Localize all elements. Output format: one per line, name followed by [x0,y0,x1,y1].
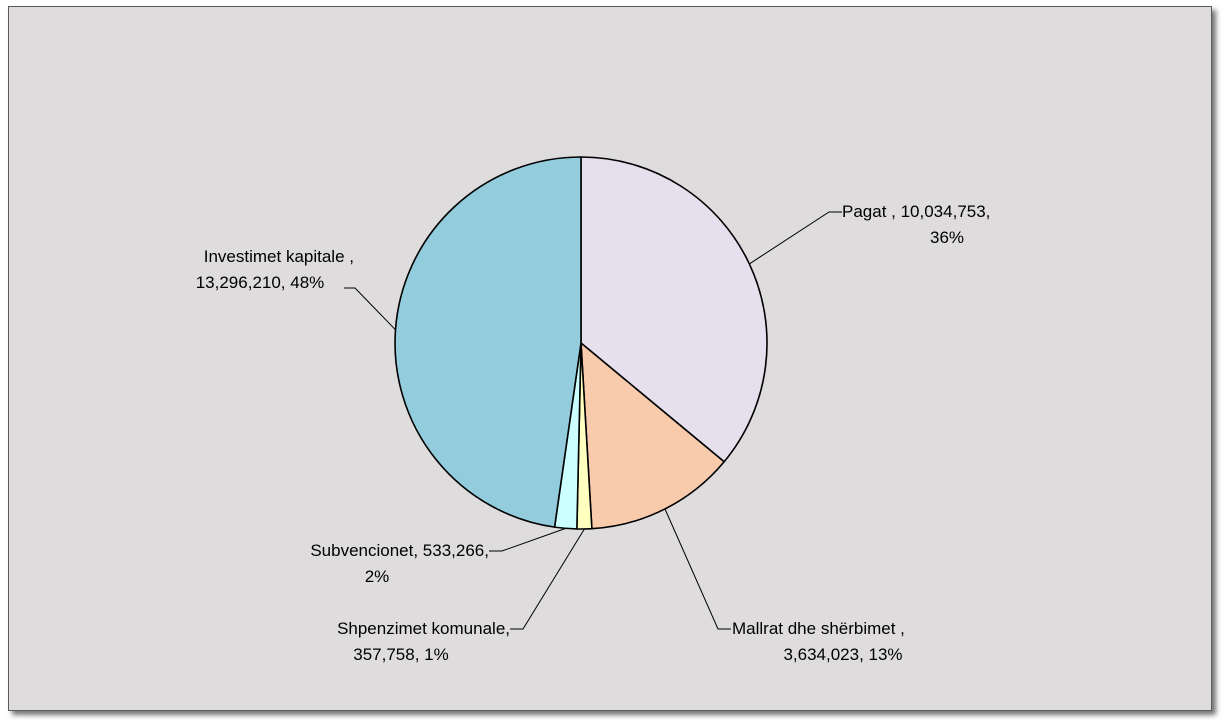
label-subvencionet-line2: 2% [365,567,390,586]
label-investimet-line1: Investimet kapitale , [204,247,354,266]
leader-line-2 [510,528,585,630]
label-mallrat-line2: 3,634,023, 13% [783,645,902,664]
pie-slices [394,156,768,530]
label-investimet: Investimet kapitale , 13,296,210, 48% [196,247,354,292]
label-mallrat-line1: Mallrat dhe shërbimet , [732,619,905,638]
pie-slice-pagat [580,156,768,463]
label-pagat-line2: 36% [930,228,964,247]
label-shpenzimet: Shpenzimet komunale, 357,758, 1% [337,619,510,664]
leader-line-1 [664,508,731,630]
label-investimet-line2: 13,296,210, 48% [196,273,325,292]
label-subvencionet: Subvencionet, 533,266, 2% [310,541,489,586]
label-pagat-line1: Pagat , 10,034,753, [842,202,990,221]
label-mallrat: Mallrat dhe shërbimet , 3,634,023, 13% [732,619,905,664]
pie-slice-mallrat-dhe-sh-rbimet [580,342,725,530]
label-subvencionet-line1: Subvencionet, 533,266, [310,541,489,560]
leader-line-4 [344,287,396,331]
label-pagat: Pagat , 10,034,753, 36% [842,202,990,247]
pie-slice-investimet-kapitale [394,156,582,528]
label-shpenzimet-line1: Shpenzimet komunale, [337,619,510,638]
label-shpenzimet-line2: 357,758, 1% [353,645,448,664]
leader-line-0 [749,211,842,265]
leader-line-3 [489,527,566,552]
leader-lines [344,211,842,630]
